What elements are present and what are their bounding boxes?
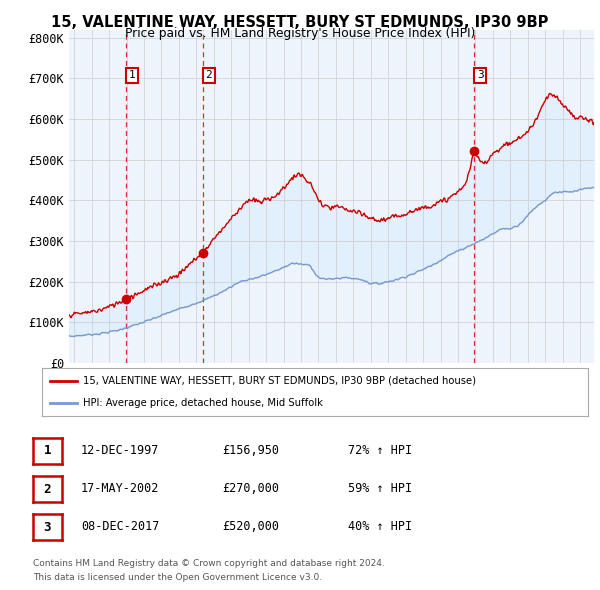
Text: 15, VALENTINE WAY, HESSETT, BURY ST EDMUNDS, IP30 9BP (detached house): 15, VALENTINE WAY, HESSETT, BURY ST EDMU… <box>83 376 476 386</box>
Text: 2: 2 <box>44 483 51 496</box>
Text: 1: 1 <box>128 70 135 80</box>
Text: 2: 2 <box>205 70 212 80</box>
Text: 1: 1 <box>44 444 51 457</box>
Text: This data is licensed under the Open Government Licence v3.0.: This data is licensed under the Open Gov… <box>33 573 322 582</box>
Text: 08-DEC-2017: 08-DEC-2017 <box>81 520 160 533</box>
Text: Price paid vs. HM Land Registry's House Price Index (HPI): Price paid vs. HM Land Registry's House … <box>125 27 475 40</box>
Text: 15, VALENTINE WAY, HESSETT, BURY ST EDMUNDS, IP30 9BP: 15, VALENTINE WAY, HESSETT, BURY ST EDMU… <box>52 15 548 30</box>
Text: Contains HM Land Registry data © Crown copyright and database right 2024.: Contains HM Land Registry data © Crown c… <box>33 559 385 568</box>
Text: HPI: Average price, detached house, Mid Suffolk: HPI: Average price, detached house, Mid … <box>83 398 323 408</box>
Text: 17-MAY-2002: 17-MAY-2002 <box>81 482 160 495</box>
Text: 3: 3 <box>44 521 51 534</box>
Text: 59% ↑ HPI: 59% ↑ HPI <box>348 482 412 495</box>
Text: £270,000: £270,000 <box>222 482 279 495</box>
Text: 12-DEC-1997: 12-DEC-1997 <box>81 444 160 457</box>
Text: 3: 3 <box>477 70 484 80</box>
Text: £520,000: £520,000 <box>222 520 279 533</box>
Text: £156,950: £156,950 <box>222 444 279 457</box>
Text: 72% ↑ HPI: 72% ↑ HPI <box>348 444 412 457</box>
Text: 40% ↑ HPI: 40% ↑ HPI <box>348 520 412 533</box>
